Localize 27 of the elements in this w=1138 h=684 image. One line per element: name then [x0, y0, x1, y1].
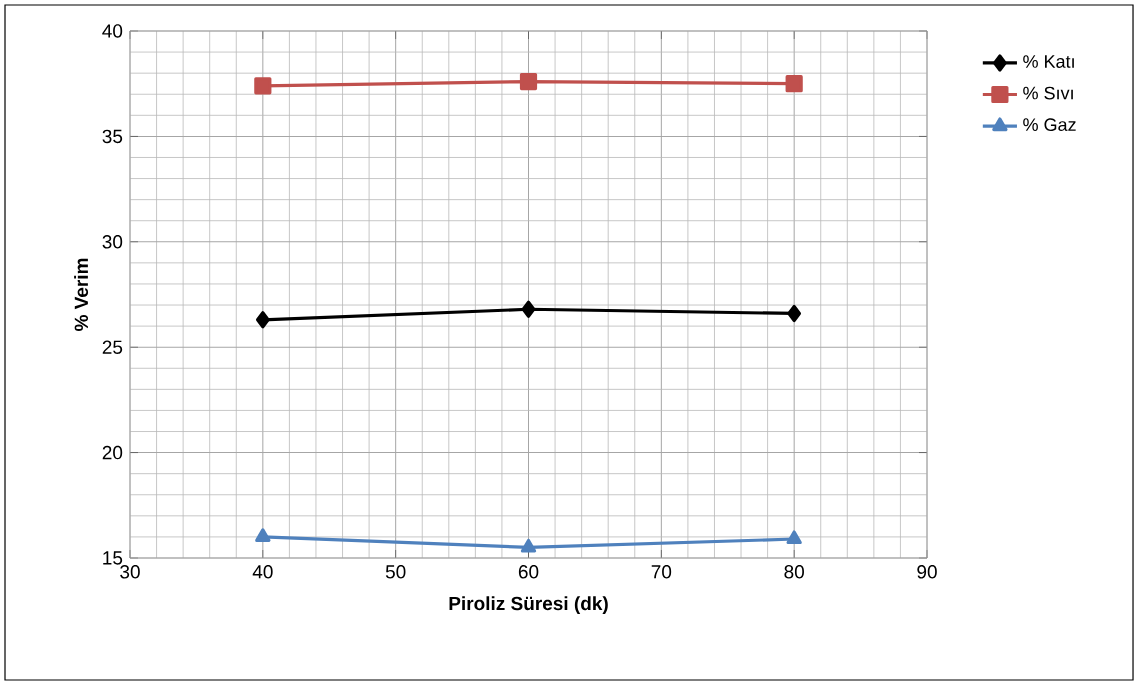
point [521, 300, 536, 318]
x-axis-title: Piroliz Süresi (dk) [449, 596, 608, 614]
point [786, 530, 802, 545]
x-tick-label: 90 [917, 565, 937, 579]
point [255, 311, 270, 329]
y-tick-label: 20 [102, 445, 123, 460]
x-tick-label: 80 [784, 565, 804, 579]
y-tick-label: 30 [102, 235, 123, 249]
y-tick-label: 35 [102, 129, 123, 144]
x-tick-label: 50 [385, 565, 406, 579]
point [254, 77, 272, 95]
point [519, 72, 538, 91]
legend-label: % Sıvı [1023, 86, 1073, 100]
y-tick-label: 15 [103, 551, 123, 565]
y-tick-label: 40 [102, 24, 123, 38]
point [255, 528, 271, 543]
x-tick-label: 40 [252, 565, 273, 579]
point [785, 75, 803, 93]
x-tick-label: 70 [651, 565, 672, 579]
point [787, 304, 802, 323]
legend-label: % Gaz [1023, 118, 1076, 132]
x-tick-label: 30 [120, 565, 140, 579]
point [520, 538, 537, 553]
x-tick-label: 60 [518, 565, 539, 579]
y-tick-label: 25 [102, 340, 123, 354]
legend-label: % Katı [1023, 55, 1074, 68]
y-axis-title: % Verim [74, 258, 89, 331]
